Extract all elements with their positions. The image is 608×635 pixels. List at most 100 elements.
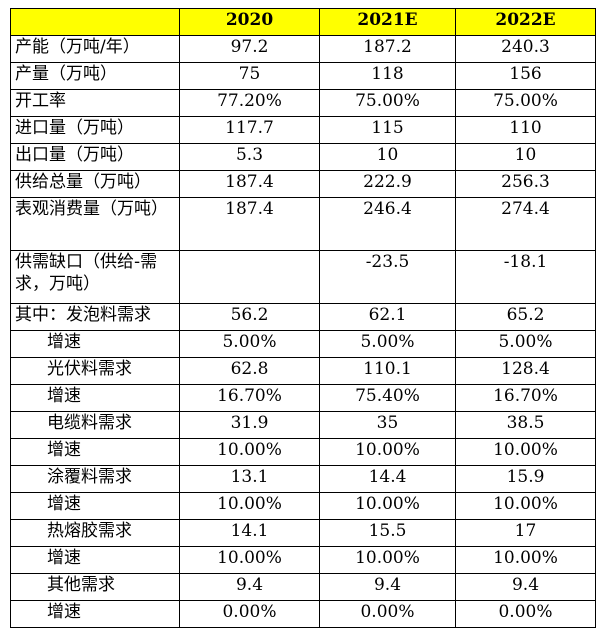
value-2020: 16.70% [179,384,320,412]
row-label: 产量（万吨） [10,62,180,90]
value-2020: 117.7 [179,116,320,144]
value-2020: 5.00% [179,330,320,358]
row-label: 增速 [10,384,180,412]
row-label: 开工率 [10,89,180,117]
supply-demand-table: 2020 2021E 2022E 产能（万吨/年） 97.2 187.2 240… [10,8,596,628]
row-label: 涂覆料需求 [10,465,180,493]
value-2022e: 38.5 [455,411,596,439]
table-row: 其他需求 9.4 9.4 9.4 [10,573,596,601]
value-2022e: 9.4 [455,573,596,601]
value-2021e: 222.9 [319,170,456,198]
value-2022e: 15.9 [455,465,596,493]
table-row: 出口量（万吨） 5.3 10 10 [10,143,596,171]
value-2020: 10.00% [179,546,320,574]
table-row: 增速 10.00% 10.00% 10.00% [10,492,596,520]
value-2020: 5.3 [179,143,320,171]
value-2021e: 9.4 [319,573,456,601]
value-2022e: -18.1 [455,250,596,304]
value-2022e: 10.00% [455,546,596,574]
value-2021e: 75.00% [319,89,456,117]
value-2021e: 110.1 [319,357,456,385]
row-label: 增速 [10,600,180,628]
value-2022e: 156 [455,62,596,90]
value-2020: 75 [179,62,320,90]
value-2021e: 10.00% [319,492,456,520]
table-row: 进口量（万吨） 117.7 115 110 [10,116,596,144]
value-2020: 31.9 [179,411,320,439]
value-2021e: 246.4 [319,197,456,251]
value-2022e: 16.70% [455,384,596,412]
header-row: 2020 2021E 2022E [10,8,596,36]
value-2022e: 65.2 [455,303,596,331]
value-2020: 10.00% [179,492,320,520]
row-label: 表观消费量（万吨） [10,197,180,251]
table-row: 表观消费量（万吨） 187.4 246.4 274.4 [10,197,596,251]
table-row: 热熔胶需求 14.1 15.5 17 [10,519,596,547]
row-label: 其中：发泡料需求 [10,303,180,331]
value-2020: 56.2 [179,303,320,331]
value-2021e: 10.00% [319,438,456,466]
value-2021e: 5.00% [319,330,456,358]
value-2021e: 75.40% [319,384,456,412]
row-label: 供给总量（万吨） [10,170,180,198]
table-row: 供需缺口（供给-需求，万吨） -23.5 -18.1 [10,250,596,304]
row-label: 出口量（万吨） [10,143,180,171]
value-2021e: 115 [319,116,456,144]
value-2021e: 0.00% [319,600,456,628]
row-label: 增速 [10,330,180,358]
row-label: 热熔胶需求 [10,519,180,547]
value-2021e: 35 [319,411,456,439]
value-2021e: 15.5 [319,519,456,547]
table-row: 增速 5.00% 5.00% 5.00% [10,330,596,358]
table-row: 涂覆料需求 13.1 14.4 15.9 [10,465,596,493]
value-2020: 10.00% [179,438,320,466]
value-2020: 62.8 [179,357,320,385]
row-label: 产能（万吨/年） [10,35,180,63]
value-2022e: 75.00% [455,89,596,117]
value-2022e: 5.00% [455,330,596,358]
header-year-2022e: 2022E [455,8,596,36]
value-2020: 14.1 [179,519,320,547]
table-row: 电缆料需求 31.9 35 38.5 [10,411,596,439]
value-2021e: 10.00% [319,546,456,574]
value-2022e: 10.00% [455,492,596,520]
table-row: 其中：发泡料需求 56.2 62.1 65.2 [10,303,596,331]
table-row: 产能（万吨/年） 97.2 187.2 240.3 [10,35,596,63]
value-2020: 0.00% [179,600,320,628]
row-label: 电缆料需求 [10,411,180,439]
value-2020: 97.2 [179,35,320,63]
table-row: 开工率 77.20% 75.00% 75.00% [10,89,596,117]
value-2022e: 128.4 [455,357,596,385]
row-label: 光伏料需求 [10,357,180,385]
value-2020: 187.4 [179,170,320,198]
value-2022e: 10.00% [455,438,596,466]
value-2021e: 62.1 [319,303,456,331]
value-2021e: -23.5 [319,250,456,304]
value-2022e: 10 [455,143,596,171]
value-2021e: 10 [319,143,456,171]
value-2020: 13.1 [179,465,320,493]
row-label: 增速 [10,438,180,466]
value-2022e: 256.3 [455,170,596,198]
header-year-2020: 2020 [179,8,320,36]
table-row: 光伏料需求 62.8 110.1 128.4 [10,357,596,385]
table-row: 增速 10.00% 10.00% 10.00% [10,438,596,466]
value-2022e: 17 [455,519,596,547]
header-year-2021e: 2021E [319,8,456,36]
header-label-cell [10,8,180,36]
table-row: 供给总量（万吨） 187.4 222.9 256.3 [10,170,596,198]
row-label: 增速 [10,546,180,574]
row-label: 增速 [10,492,180,520]
value-2020: 77.20% [179,89,320,117]
value-2022e: 240.3 [455,35,596,63]
row-label: 进口量（万吨） [10,116,180,144]
value-2020 [179,250,320,304]
value-2021e: 118 [319,62,456,90]
table-row: 增速 0.00% 0.00% 0.00% [10,600,596,628]
value-2020: 187.4 [179,197,320,251]
table-row: 增速 10.00% 10.00% 10.00% [10,546,596,574]
value-2021e: 14.4 [319,465,456,493]
table-row: 产量（万吨） 75 118 156 [10,62,596,90]
value-2021e: 187.2 [319,35,456,63]
value-2022e: 274.4 [455,197,596,251]
